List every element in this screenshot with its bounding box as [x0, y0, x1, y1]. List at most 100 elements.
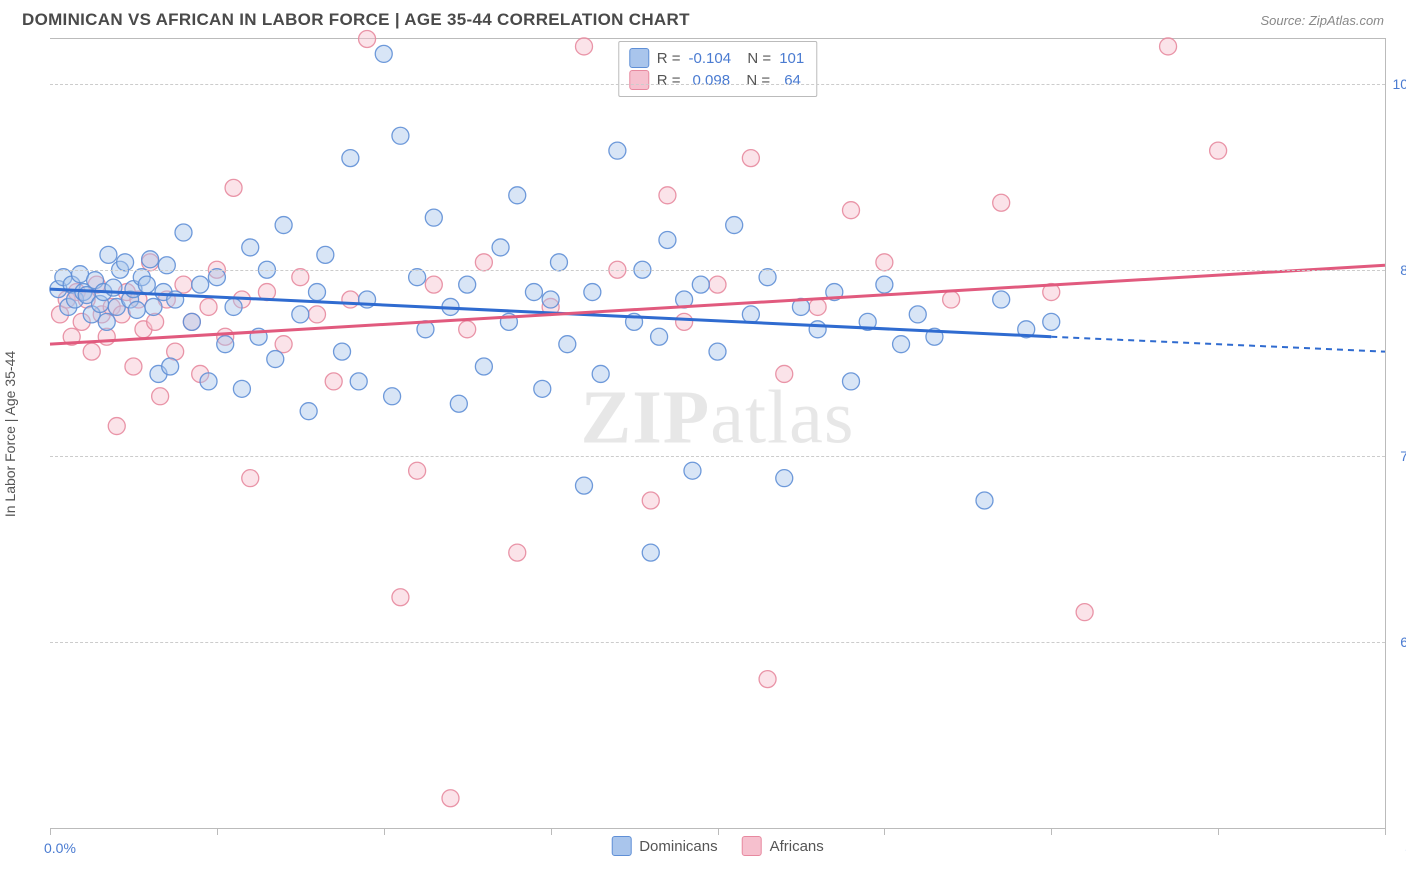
n-value-africans: 64	[778, 72, 801, 89]
data-point	[809, 298, 826, 315]
data-point	[1210, 142, 1227, 159]
stats-legend: R = -0.104 N = 101 R = 0.098 N = 64	[618, 41, 817, 97]
data-point	[584, 284, 601, 301]
r-value-dominicans: -0.104	[689, 50, 732, 67]
data-point	[117, 254, 134, 271]
data-point	[692, 276, 709, 293]
data-point	[275, 336, 292, 353]
swatch-dominicans	[629, 48, 649, 68]
data-point	[292, 306, 309, 323]
legend-item-dominicans: Dominicans	[611, 836, 717, 856]
data-point	[550, 254, 567, 271]
data-point	[759, 671, 776, 688]
data-point	[876, 254, 893, 271]
data-point	[459, 276, 476, 293]
y-tick-label: 75.0%	[1390, 448, 1406, 464]
data-point	[525, 284, 542, 301]
data-point	[152, 388, 169, 405]
data-point	[534, 380, 551, 397]
x-tick	[217, 828, 218, 835]
y-tick-label: 62.5%	[1390, 634, 1406, 650]
data-point	[192, 276, 209, 293]
trend-line-extrapolated	[1051, 337, 1385, 352]
data-point	[651, 328, 668, 345]
data-point	[592, 365, 609, 382]
data-point	[492, 239, 509, 256]
data-point	[425, 209, 442, 226]
x-tick	[718, 828, 719, 835]
legend-label-dominicans: Dominicans	[639, 838, 717, 855]
x-tick	[50, 828, 51, 835]
data-point	[642, 492, 659, 509]
r-value-africans: 0.098	[689, 72, 731, 89]
data-point	[128, 301, 145, 318]
data-point	[100, 246, 117, 263]
data-point	[509, 544, 526, 561]
data-point	[309, 306, 326, 323]
data-point	[317, 246, 334, 263]
data-point	[1160, 38, 1177, 55]
chart-container: In Labor Force | Age 35-44 ZIPatlas R = …	[50, 38, 1386, 828]
data-point	[409, 462, 426, 479]
x-tick	[1051, 828, 1052, 835]
data-point	[384, 388, 401, 405]
data-point	[138, 276, 155, 293]
data-point	[300, 403, 317, 420]
x-tick	[884, 828, 885, 835]
data-point	[242, 470, 259, 487]
data-point	[158, 257, 175, 274]
data-point	[409, 269, 426, 286]
data-point	[425, 276, 442, 293]
data-point	[342, 291, 359, 308]
data-point	[162, 358, 179, 375]
data-point	[659, 187, 676, 204]
data-point	[742, 306, 759, 323]
data-point	[1076, 604, 1093, 621]
x-min-label: 0.0%	[44, 840, 76, 856]
scatter-plot	[50, 39, 1385, 828]
x-tick	[1218, 828, 1219, 835]
data-point	[242, 239, 259, 256]
swatch-africans-icon	[742, 836, 762, 856]
data-point	[809, 321, 826, 338]
data-point	[576, 477, 593, 494]
data-point	[642, 544, 659, 561]
data-point	[208, 269, 225, 286]
data-point	[145, 298, 162, 315]
data-point	[475, 254, 492, 271]
data-point	[709, 343, 726, 360]
data-point	[392, 127, 409, 144]
data-point	[893, 336, 910, 353]
data-point	[450, 395, 467, 412]
y-axis-label: In Labor Force | Age 35-44	[2, 350, 18, 516]
data-point	[350, 373, 367, 390]
data-point	[684, 462, 701, 479]
data-point	[142, 251, 159, 268]
y-tick-label: 100.0%	[1390, 76, 1406, 92]
data-point	[442, 790, 459, 807]
x-tick	[551, 828, 552, 835]
data-point	[98, 313, 115, 330]
source-attribution: Source: ZipAtlas.com	[1260, 13, 1384, 28]
data-point	[83, 343, 100, 360]
x-tick	[384, 828, 385, 835]
data-point	[843, 373, 860, 390]
gridline-h	[50, 456, 1385, 457]
data-point	[108, 418, 125, 435]
data-point	[559, 336, 576, 353]
data-point	[459, 321, 476, 338]
data-point	[993, 194, 1010, 211]
data-point	[609, 142, 626, 159]
swatch-dominicans-icon	[611, 836, 631, 856]
data-point	[217, 336, 234, 353]
data-point	[342, 150, 359, 167]
data-point	[200, 373, 217, 390]
data-point	[359, 31, 376, 48]
data-point	[334, 343, 351, 360]
data-point	[325, 373, 342, 390]
gridline-h	[50, 642, 1385, 643]
data-point	[709, 276, 726, 293]
x-tick	[1385, 828, 1386, 835]
data-point	[267, 351, 284, 368]
legend-label-africans: Africans	[770, 838, 824, 855]
